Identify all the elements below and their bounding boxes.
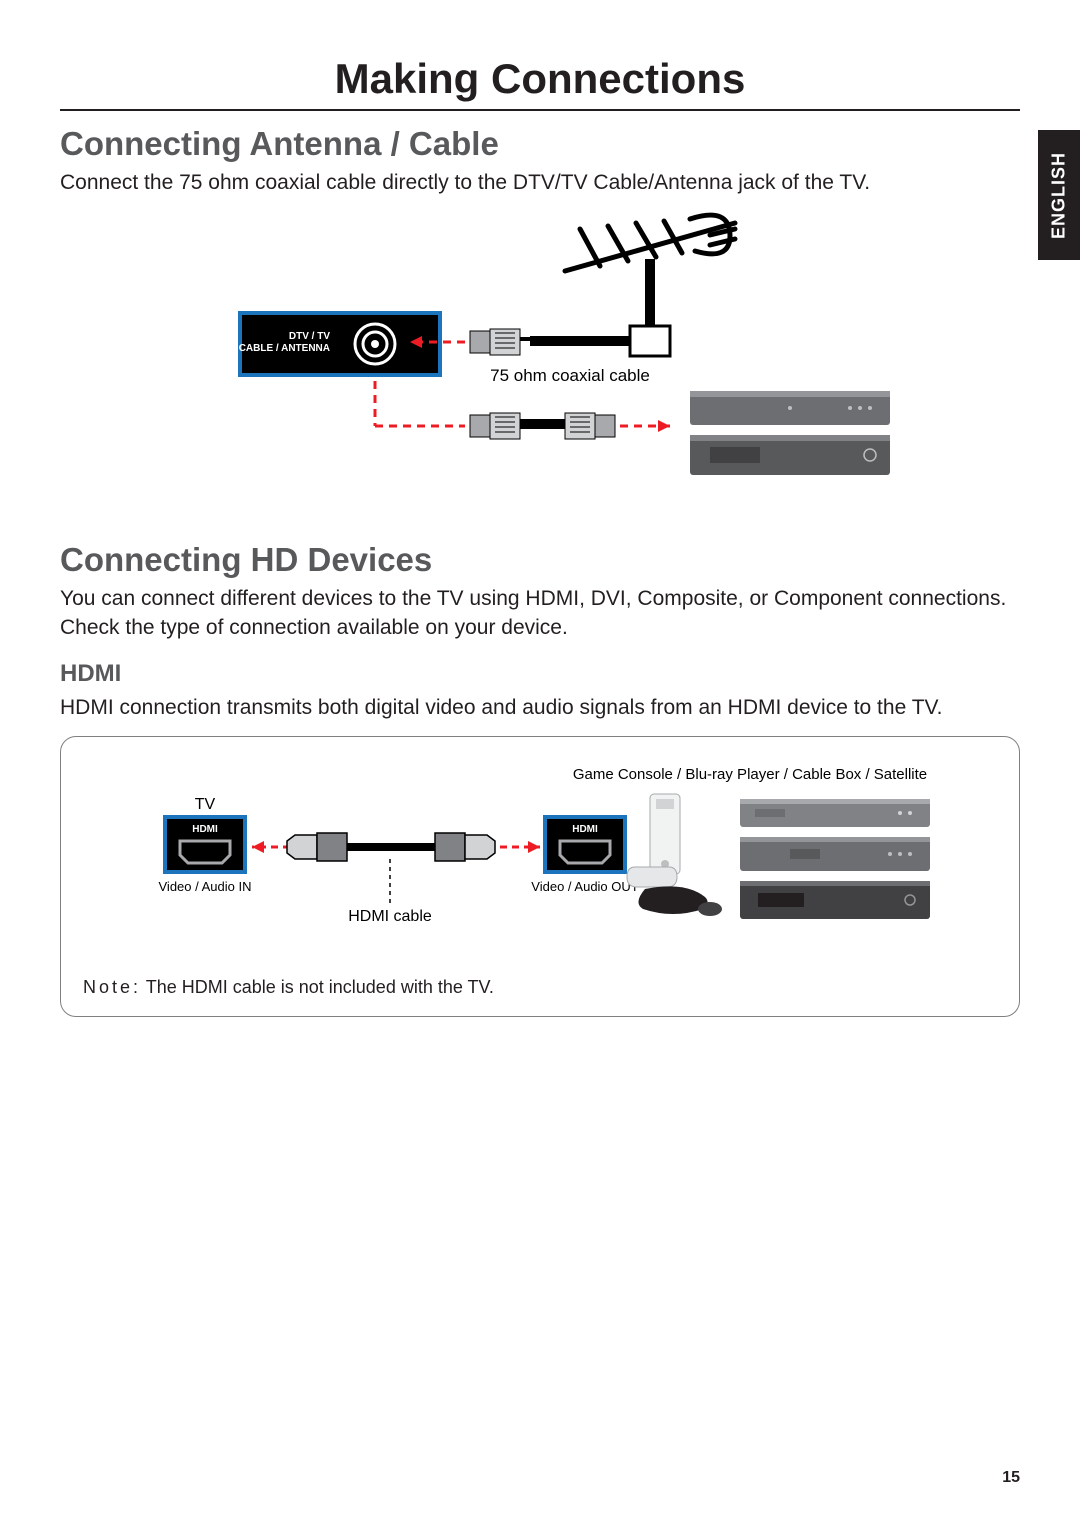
dvr-box-icon <box>690 435 890 475</box>
dev-sub-label: Video / Audio OUT <box>531 879 638 894</box>
console-2-icon <box>638 887 722 917</box>
port-label-2: CABLE / ANTENNA <box>239 343 330 354</box>
port-label-1: DTV / TV <box>289 331 330 342</box>
section-antenna-body: Connect the 75 ohm coaxial cable directl… <box>60 169 1020 197</box>
section-antenna-heading: Connecting Antenna / Cable <box>60 125 1020 163</box>
title-rule <box>60 109 1020 111</box>
bluray-icon <box>740 799 930 827</box>
hdmi-body: HDMI connection transmits both digital v… <box>60 694 1020 722</box>
hdmi-heading: HDMI <box>60 660 1020 688</box>
note-text: The HDMI cable is not included with the … <box>141 977 494 997</box>
section-hd-heading: Connecting HD Devices <box>60 541 1020 579</box>
tv-port-label: HDMI <box>192 824 218 835</box>
cable-box-icon <box>690 391 890 425</box>
dev-port-label: HDMI <box>572 824 598 835</box>
coax-label: 75 ohm coaxial cable <box>490 366 650 385</box>
hdmi-cable-label: HDMI cable <box>348 908 432 925</box>
cablebox-icon <box>740 837 930 871</box>
coax-connector-icon <box>470 329 530 355</box>
antenna-diagram: DTV / TV CABLE / ANTENNA 75 ohm coaxial … <box>60 211 1020 511</box>
note-label: Note: <box>83 977 141 997</box>
devices-label: Game Console / Blu-ray Player / Cable Bo… <box>573 766 927 783</box>
page-number: 15 <box>1002 1469 1020 1487</box>
hdmi-note: Note: The HDMI cable is not included wit… <box>83 977 997 998</box>
hdmi-diagram-box: Game Console / Blu-ray Player / Cable Bo… <box>60 736 1020 1017</box>
satellite-box-icon <box>740 881 930 919</box>
section-hd-body: You can connect different devices to the… <box>60 585 1020 642</box>
tv-sub-label: Video / Audio IN <box>159 879 252 894</box>
language-tab: ENGLISH <box>1038 130 1080 260</box>
game-console-icon <box>627 794 680 887</box>
page-title: Making Connections <box>60 55 1020 103</box>
tv-label: TV <box>195 796 216 813</box>
